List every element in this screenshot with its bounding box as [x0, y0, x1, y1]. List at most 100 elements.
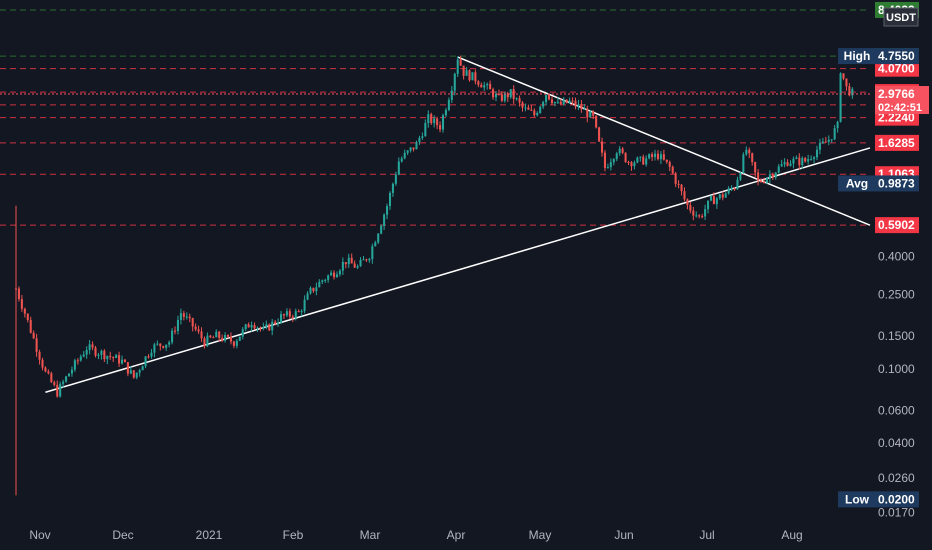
x-tick-label: Feb	[283, 528, 304, 542]
candle-body	[374, 242, 377, 247]
candle-body	[335, 274, 339, 278]
x-tick-label: Dec	[112, 528, 133, 542]
price-badges: 8.40234.75504.07003.04922.60432.22401.62…	[0, 1, 929, 508]
candle-body	[574, 100, 577, 107]
candle-body	[391, 183, 394, 193]
candle-body	[118, 355, 121, 364]
candle-body	[515, 98, 518, 100]
candle-body	[274, 321, 277, 324]
candle-body	[147, 356, 150, 358]
candle-body	[450, 90, 453, 100]
candle-body	[359, 259, 362, 267]
candle-body	[645, 158, 648, 165]
candle-body	[79, 356, 82, 361]
candle-body	[356, 266, 359, 268]
candle-body	[144, 356, 147, 367]
candle-body	[282, 314, 286, 316]
y-tick-label: 0.1000	[878, 362, 915, 376]
candle-body	[733, 188, 736, 190]
candle-body	[830, 139, 833, 141]
x-tick-label: May	[529, 528, 552, 542]
candle-body	[70, 369, 73, 374]
candle-body	[815, 149, 819, 158]
candle-body	[436, 118, 439, 126]
candle-body	[648, 154, 651, 159]
candle-body	[674, 173, 677, 184]
candle-body	[801, 158, 804, 166]
candle-body	[621, 148, 624, 153]
candle-body	[141, 366, 144, 371]
candle-body	[833, 128, 836, 140]
candle-body	[235, 340, 238, 346]
candle-body	[138, 370, 141, 373]
candle-body	[571, 100, 574, 102]
candle-body	[244, 324, 247, 330]
trendline	[45, 147, 871, 393]
candle-body	[786, 162, 789, 166]
candle-body	[559, 101, 562, 105]
candle-body	[592, 111, 595, 116]
candle-body	[312, 287, 315, 292]
candle-body	[176, 320, 179, 332]
candle-body	[206, 335, 209, 347]
candle-body	[388, 192, 392, 207]
candle-body	[67, 373, 71, 377]
candle-body	[792, 158, 795, 164]
candle-body	[100, 350, 103, 355]
candle-body	[503, 93, 506, 101]
candle-body	[642, 156, 645, 165]
candle-body	[168, 342, 171, 345]
candle-body	[760, 180, 763, 182]
candle-body	[653, 153, 657, 158]
candle-body	[309, 287, 312, 294]
price-level-label: 4.0700	[878, 62, 915, 76]
candle-body	[53, 382, 56, 385]
candle-body	[421, 136, 424, 138]
candle-body	[595, 115, 598, 128]
candle-body	[17, 288, 20, 300]
candle-body	[291, 316, 294, 318]
candle-body	[221, 338, 224, 341]
candle-body	[612, 159, 615, 163]
candle-body	[836, 121, 839, 129]
x-tick-label: Nov	[29, 528, 50, 542]
candle-body	[135, 372, 138, 378]
candle-body	[483, 85, 486, 88]
candle-body	[123, 359, 126, 363]
candle-body	[197, 329, 200, 332]
candle-body	[303, 299, 306, 312]
trendline	[457, 56, 871, 226]
candle-body	[115, 355, 118, 359]
candles	[14, 55, 854, 496]
candle-body	[680, 184, 683, 192]
candle-body	[839, 73, 842, 122]
candle-body	[580, 104, 583, 110]
candle-body	[318, 281, 321, 288]
candle-body	[742, 154, 745, 173]
candle-body	[754, 162, 757, 173]
candle-body	[598, 127, 601, 142]
candle-body	[565, 99, 568, 103]
candle-body	[568, 100, 571, 103]
candle-body	[65, 376, 68, 382]
low-tag-bg	[838, 491, 876, 508]
candle-body	[521, 102, 524, 108]
candle-body	[383, 214, 386, 226]
candle-body	[365, 259, 368, 261]
candle-body	[23, 308, 26, 314]
countdown-label: 02:42:51	[878, 102, 922, 114]
candle-body	[353, 263, 356, 268]
candle-body	[132, 370, 135, 378]
y-tick-label: 0.2500	[878, 288, 915, 302]
candle-body	[600, 141, 604, 153]
candle-body	[542, 102, 545, 107]
candle-body	[209, 335, 212, 338]
candle-body	[82, 354, 85, 357]
candle-body	[677, 183, 680, 185]
candle-body	[129, 370, 132, 374]
high-value-bg	[875, 48, 919, 65]
candle-body	[32, 332, 35, 339]
candle-body	[736, 179, 739, 190]
candle-body	[774, 172, 777, 178]
